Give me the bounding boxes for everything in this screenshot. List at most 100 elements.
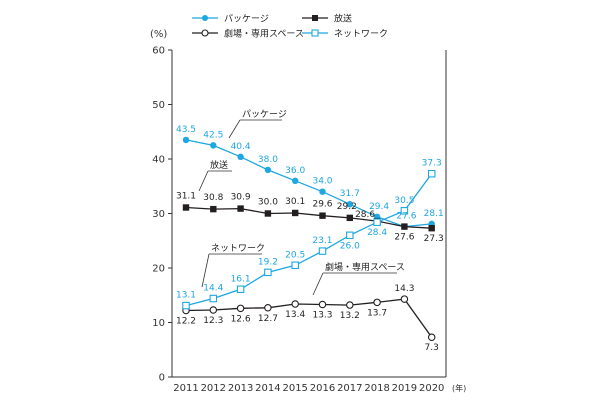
- x-tick-label: 2020: [419, 383, 444, 394]
- data-label: 13.3: [312, 311, 332, 321]
- x-tick-label: 2013: [228, 383, 253, 394]
- data-point: [319, 212, 326, 219]
- legend-item-3: ネットワーク: [302, 29, 388, 40]
- y-tick-label: 20: [152, 264, 165, 275]
- data-label: 30.9: [231, 193, 251, 203]
- data-label: 29.6: [312, 200, 332, 210]
- x-tick-label: 2017: [337, 383, 362, 394]
- data-point: [236, 285, 245, 294]
- data-label: 12.6: [231, 314, 251, 324]
- series-annotation-3: 劇場・専用スペース: [312, 261, 405, 296]
- data-point: [346, 301, 354, 309]
- data-label: 13.4: [285, 310, 305, 320]
- data-point: [400, 207, 409, 215]
- legend-label: 放送: [334, 13, 352, 25]
- data-label: 26.0: [340, 241, 360, 251]
- annotation-text: 劇場・専用スペース: [325, 261, 405, 273]
- data-label: 30.0: [258, 198, 278, 208]
- data-label: 28.6: [355, 210, 375, 220]
- x-tick-label: 2012: [201, 383, 226, 394]
- data-label: 20.5: [285, 250, 305, 260]
- data-label: 36.0: [285, 166, 305, 176]
- data-point: [237, 205, 244, 212]
- x-tick-label: 2016: [310, 383, 335, 394]
- data-point: [346, 214, 353, 222]
- data-label: 42.5: [203, 130, 223, 140]
- data-point: [182, 136, 190, 144]
- data-point: [264, 166, 272, 174]
- series-line: [185, 206, 432, 229]
- series-line: [185, 139, 432, 228]
- annotation-text: ネットワーク: [211, 243, 265, 254]
- annotation-leader-line: [198, 170, 209, 192]
- data-label: 12.7: [258, 314, 278, 324]
- x-tick-label: 2015: [282, 383, 307, 394]
- data-label: 23.1: [312, 236, 332, 246]
- series-line: [185, 298, 433, 338]
- data-point: [401, 223, 408, 230]
- y-tick-label: 40: [152, 155, 165, 166]
- data-point: [428, 225, 435, 232]
- x-tick-label: 2014: [255, 383, 280, 394]
- legend-item-0: パッケージ: [192, 14, 269, 25]
- y-tick-label: 50: [152, 100, 165, 111]
- data-point: [400, 295, 409, 303]
- data-label: 7.3: [425, 343, 439, 353]
- data-label: 27.6: [394, 233, 414, 243]
- series-1: [182, 204, 435, 232]
- annotation-leader-line: [228, 119, 241, 139]
- x-tick-label: 2018: [364, 383, 389, 394]
- data-point: [427, 333, 436, 341]
- legend-item-2: 劇場・専用スペース: [192, 28, 304, 40]
- data-labels: 43.5 42.5 40.4 38.0 36.0 34.0 31.7 29.4 27.6 28.1…: [176, 125, 444, 353]
- legend-label: ネットワーク: [334, 29, 388, 40]
- y-tick-label: 10: [152, 318, 165, 329]
- data-point: [182, 204, 190, 211]
- data-point: [237, 153, 244, 161]
- data-label: 30.8: [203, 193, 223, 203]
- legend-marker: [312, 15, 318, 21]
- data-point: [209, 294, 218, 303]
- data-label: 37.3: [422, 159, 442, 169]
- x-tick-label: 2011: [173, 383, 198, 394]
- annotation-leader-line: [312, 272, 324, 296]
- data-point: [319, 188, 326, 195]
- data-point: [346, 201, 353, 208]
- data-point: [210, 142, 217, 149]
- data-label: 30.5: [394, 196, 414, 206]
- data-label: 16.1: [231, 274, 251, 284]
- data-label: 31.1: [176, 192, 196, 202]
- legend-label: 劇場・専用スペース: [224, 28, 304, 40]
- annotation-text: パッケージ: [242, 109, 287, 120]
- data-point: [182, 301, 190, 310]
- annotation-text: 放送: [210, 159, 228, 171]
- data-point: [373, 298, 381, 307]
- data-label: 27.6: [396, 212, 416, 222]
- legend-item-1: 放送: [302, 13, 352, 25]
- y-tick-label: 60: [152, 46, 165, 57]
- data-point: [427, 169, 436, 178]
- data-label: 12.2: [176, 317, 196, 327]
- series-annotation-2: ネットワーク: [201, 243, 265, 288]
- series-annotation-0: パッケージ: [228, 109, 287, 139]
- data-label: 28.1: [424, 209, 444, 219]
- series-2: [182, 295, 436, 341]
- data-label: 19.2: [258, 257, 278, 267]
- data-label: 13.2: [340, 311, 360, 321]
- data-label: 40.4: [231, 142, 251, 152]
- data-point: [291, 261, 299, 270]
- data-point: [209, 306, 218, 314]
- series-line: [185, 173, 433, 307]
- data-label: 31.7: [340, 189, 360, 199]
- data-point: [264, 304, 272, 312]
- data-label: 27.3: [424, 234, 444, 244]
- series-group: [182, 136, 436, 341]
- data-label: 38.0: [258, 155, 278, 165]
- data-point: [346, 231, 354, 240]
- series-3: [182, 169, 436, 310]
- data-point: [292, 177, 299, 184]
